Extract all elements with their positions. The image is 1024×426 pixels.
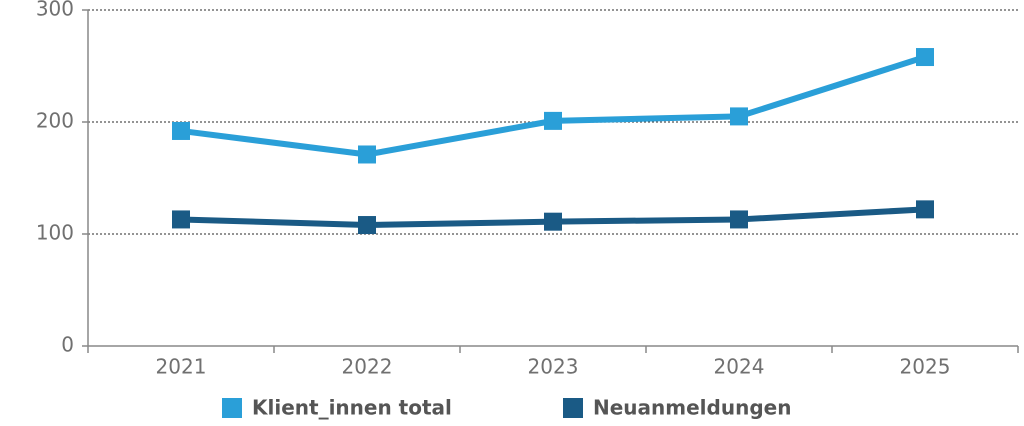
x-tick-label: 2021	[156, 355, 207, 379]
y-tick-label: 300	[36, 0, 74, 21]
legend-swatch	[563, 398, 583, 418]
x-tick-label: 2022	[342, 355, 393, 379]
y-tick-label: 200	[36, 109, 74, 133]
point-marker	[358, 145, 376, 164]
x-tick-label: 2024	[714, 355, 765, 379]
point-marker	[730, 210, 748, 229]
point-marker	[916, 48, 934, 67]
y-tick-label: 0	[61, 333, 74, 357]
x-tick-label: 2025	[900, 355, 951, 379]
legend-label: Klient_innen total	[252, 396, 452, 420]
point-marker	[172, 210, 190, 229]
legend-swatch	[222, 398, 242, 418]
series-line	[180, 54, 926, 158]
point-marker	[544, 111, 562, 130]
y-tick-label: 100	[36, 221, 74, 245]
legend-label: Neuanmeldungen	[593, 396, 791, 420]
x-tick-label: 2023	[528, 355, 579, 379]
point-marker	[172, 121, 190, 140]
point-marker	[544, 212, 562, 231]
point-marker	[730, 107, 748, 126]
legend: Klient_innen total Neuanmeldungen	[222, 396, 791, 420]
point-marker	[916, 200, 934, 219]
point-marker	[358, 216, 376, 235]
